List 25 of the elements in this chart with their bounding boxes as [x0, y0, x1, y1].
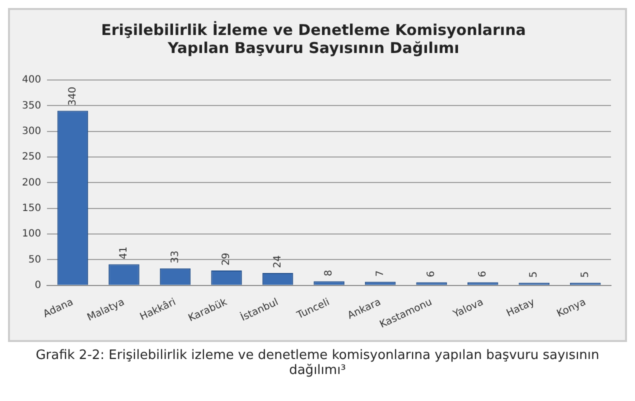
- y-tick-label: 100: [22, 228, 42, 240]
- text: Grafik 2-2: Erişilebilirlik izleme ve denetleme komisyonlarına yapılan başvuru sayısının dağılımı³: [34, 348, 600, 378]
- data-label: 41: [118, 246, 130, 260]
- data-label: 6: [426, 270, 438, 278]
- chart-title: Erişilebilirlik İzleme ve Denetleme Komisyonlarına Yapılan Başvuru Sayısının Dağılımı: [101, 20, 526, 57]
- y-tick-label: 0: [34, 280, 42, 291]
- data-label: 8: [324, 270, 335, 276]
- y-tick-label: 200: [22, 177, 42, 188]
- x-tick-label: Konya: [555, 296, 588, 320]
- y-tick-label: 50: [28, 254, 42, 266]
- data-label: 7: [374, 270, 386, 277]
- x-tick-label: Yalova: [450, 296, 486, 321]
- data-label: 5: [528, 271, 540, 278]
- y-tick-label: 250: [22, 152, 42, 163]
- data-label: 29: [221, 252, 232, 266]
- data-label: 5: [580, 271, 591, 278]
- y-tick-label: 400: [22, 74, 42, 86]
- x-tick-label: Hatay: [504, 296, 537, 320]
- data-label: 24: [272, 255, 284, 268]
- y-tick-label: 300: [22, 126, 42, 137]
- data-label: 340: [67, 86, 78, 106]
- y-tick-label: 350: [22, 100, 42, 112]
- data-label: 6: [477, 270, 488, 278]
- y-tick-label: 150: [22, 202, 42, 214]
- data-label: 33: [170, 250, 181, 264]
